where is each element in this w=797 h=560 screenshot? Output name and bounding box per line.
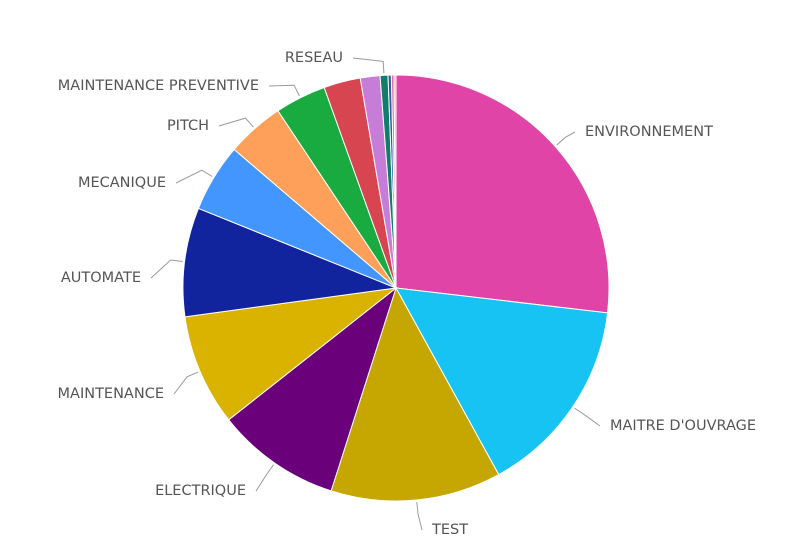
leader-line-maitre-d-ouvrage: [574, 407, 601, 427]
leader-line-reseau: [352, 57, 385, 74]
leader-line-mecanique: [175, 169, 213, 184]
leader-line-test: [416, 501, 423, 531]
label-environnement: ENVIRONNEMENT: [585, 124, 713, 140]
slice-automate[interactable]: [182, 207, 398, 318]
leader-line-automate: [150, 259, 183, 279]
slice-maitre-d-ouvrage[interactable]: [395, 287, 609, 476]
label-maintenance: MAINTENANCE: [58, 386, 164, 402]
label-reseau: RESEAU: [285, 50, 343, 66]
leader-line-maintenance-preventive: [268, 84, 300, 97]
label-mecanique: MECANIQUE: [78, 175, 166, 191]
slice-electrique[interactable]: [227, 286, 397, 492]
slice-unlabeled-14[interactable]: [393, 74, 397, 289]
leader-line-pitch: [218, 117, 254, 128]
slice-test[interactable]: [330, 286, 500, 502]
leader-line-electrique: [255, 464, 274, 492]
leader-line-maintenance: [173, 371, 199, 395]
slice-environnement[interactable]: [395, 74, 610, 314]
label-maitre-d-ouvrage: MAITRE D'OUVRAGE: [610, 418, 756, 434]
pie-slices: [182, 74, 610, 502]
label-pitch: PITCH: [167, 118, 209, 134]
slice-maintenance[interactable]: [184, 287, 398, 421]
label-maintenance-preventive: MAINTENANCE PREVENTIVE: [58, 78, 259, 94]
leader-line-environnement: [556, 131, 576, 146]
label-test: TEST: [431, 522, 468, 538]
label-automate: AUTOMATE: [61, 270, 141, 286]
pie-labels: ENVIRONNEMENT MAITRE D'OUVRAGE TEST ELECTRI…: [58, 50, 757, 538]
label-electrique: ELECTRIQUE: [155, 483, 246, 499]
